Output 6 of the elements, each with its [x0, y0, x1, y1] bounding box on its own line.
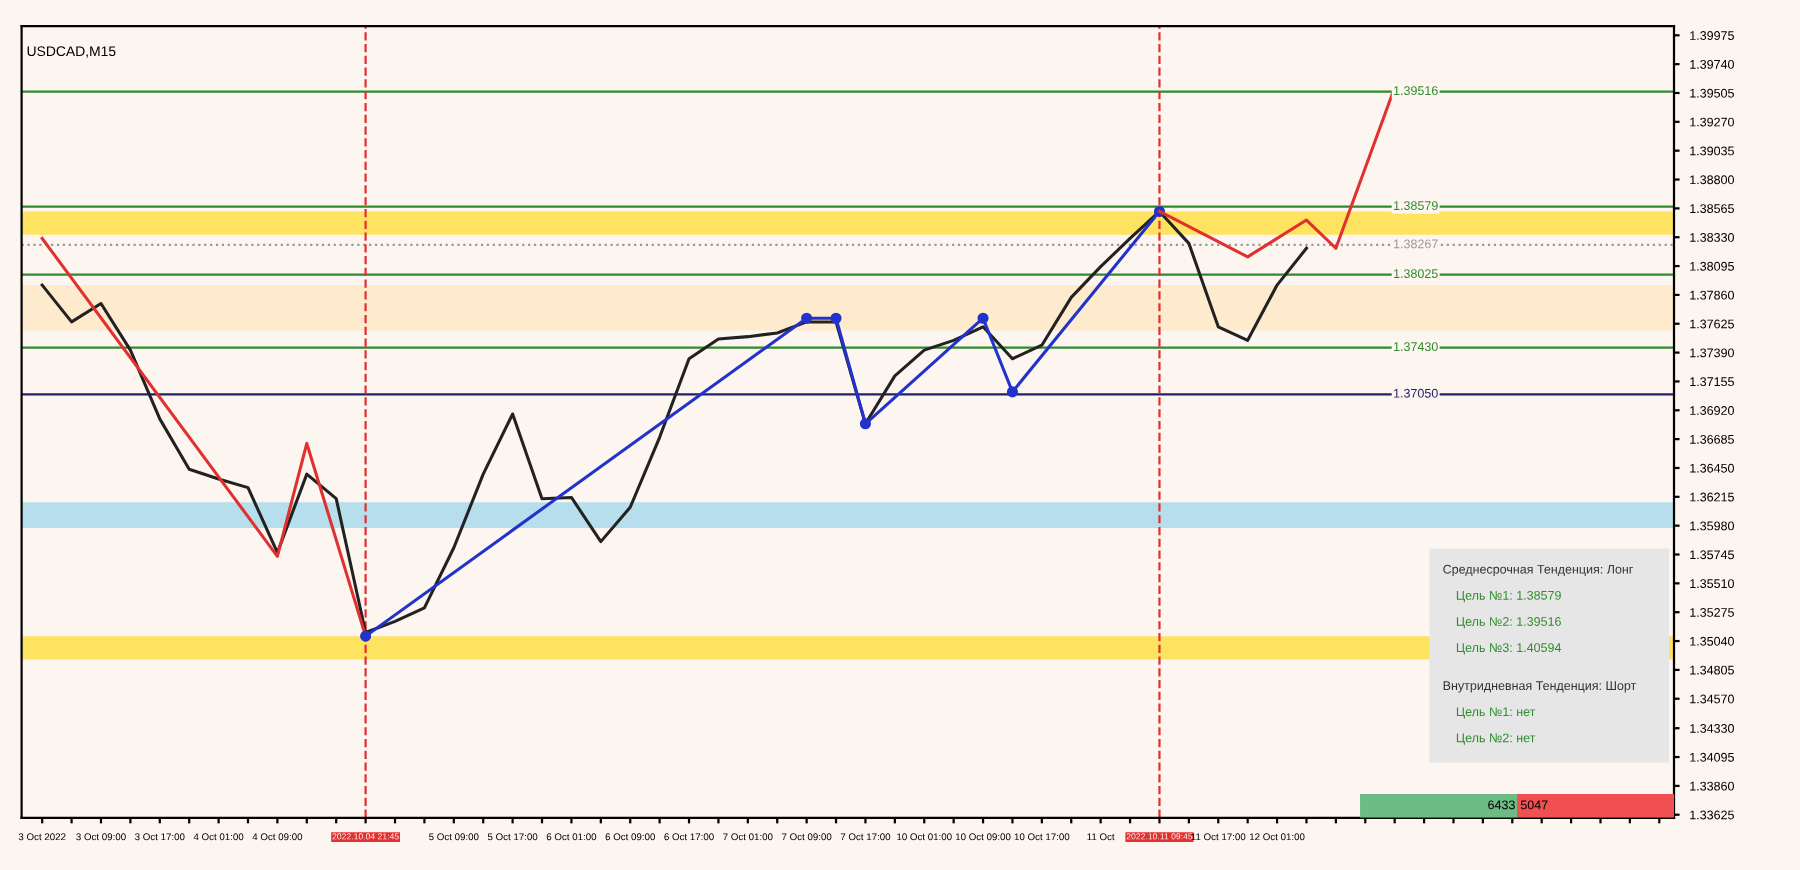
- point: [977, 312, 989, 324]
- point: [859, 418, 871, 430]
- point: [801, 312, 813, 324]
- point: [360, 630, 372, 642]
- point: [1006, 386, 1019, 398]
- point: [830, 312, 842, 324]
